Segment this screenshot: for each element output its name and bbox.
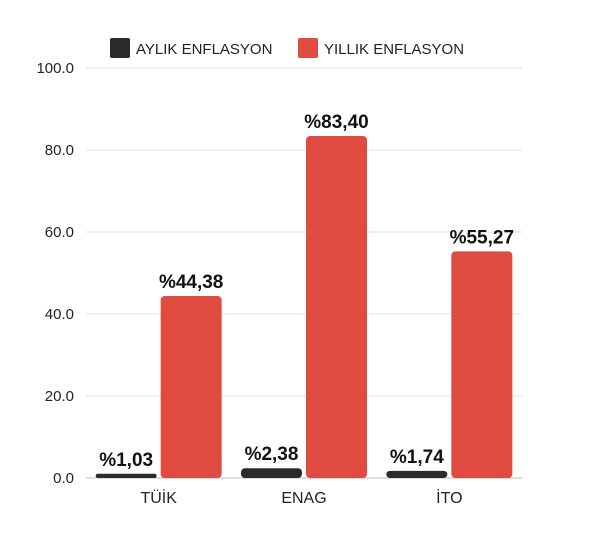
legend-swatch	[110, 38, 130, 58]
y-tick-label: 40.0	[45, 306, 74, 323]
data-label: %1,03	[99, 450, 153, 471]
data-labels: %1,03 %44,38 %2,38 %83,40 %1,74 %55,27	[99, 112, 514, 471]
x-category-label: ENAG	[281, 490, 326, 507]
bar-yearly-0	[160, 296, 222, 478]
y-tick-label: 100.0	[36, 60, 74, 77]
y-tick-label: 60.0	[45, 224, 74, 241]
data-label: %1,74	[390, 447, 444, 468]
bar-yearly-2	[451, 251, 513, 478]
grid-lines	[86, 67, 522, 479]
bar-monthly-1	[241, 468, 302, 478]
legend-label: AYLIK ENFLASYON	[136, 41, 272, 58]
y-tick-label: 20.0	[45, 388, 74, 405]
data-label: %44,38	[159, 272, 223, 293]
legend-swatch	[298, 38, 318, 58]
bars	[95, 136, 513, 478]
x-category-label: İTO	[436, 488, 462, 507]
y-tick-label: 0.0	[53, 470, 74, 487]
y-axis-ticks: 0.0 20.0 40.0 60.0 80.0 100.0	[36, 60, 74, 487]
x-axis-categories: TÜİK ENAG İTO	[140, 488, 462, 507]
bar-monthly-2	[386, 470, 448, 478]
data-label: %83,40	[304, 112, 368, 133]
legend: AYLIK ENFLASYON YILLIK ENFLASYON	[110, 38, 464, 58]
y-tick-label: 80.0	[45, 142, 74, 159]
bar-monthly-0	[95, 473, 157, 478]
x-category-label: TÜİK	[140, 488, 177, 507]
data-label: %2,38	[245, 444, 299, 465]
bar-yearly-1	[306, 136, 367, 478]
legend-label: YILLIK ENFLASYON	[324, 41, 464, 58]
data-label: %55,27	[450, 227, 514, 248]
